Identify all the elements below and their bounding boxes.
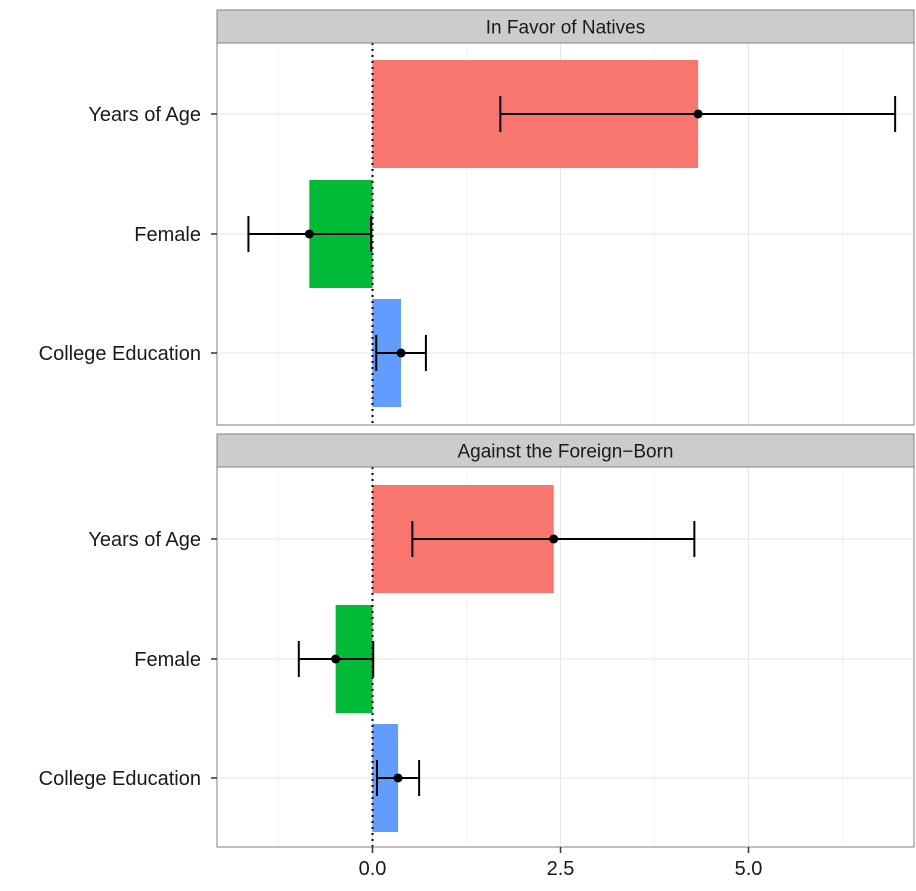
panel-title: Against the Foreign−Born	[458, 442, 674, 463]
panel-background	[217, 467, 914, 847]
x-axis: 0.0 2.5 5.0	[359, 847, 763, 880]
panel-1: In Favor of Natives Years of Age Female Col…	[39, 9, 915, 426]
x-tick-label: 2.5	[547, 858, 575, 880]
category-label: Female	[134, 224, 201, 246]
category-label: Years of Age	[88, 104, 201, 126]
category-label: Years of Age	[88, 529, 201, 551]
category-label: College Education	[39, 343, 201, 365]
category-label: College Education	[39, 768, 201, 790]
estimate-point	[393, 773, 403, 783]
panel-border	[216, 466, 915, 848]
panel-title: In Favor of Natives	[486, 18, 645, 39]
x-tick-label: 0.0	[359, 858, 387, 880]
panel-strip	[216, 433, 915, 468]
estimate-point	[304, 229, 314, 239]
panel-2: Against the Foreign−Born Years of Age Fema…	[39, 433, 915, 848]
estimate-point	[396, 348, 406, 358]
estimate-point	[549, 534, 559, 544]
estimate-point	[331, 654, 341, 664]
panel-strip	[216, 9, 915, 44]
estimate-point	[693, 109, 703, 119]
x-tick-label: 5.0	[735, 858, 763, 880]
category-label: Female	[134, 649, 201, 671]
